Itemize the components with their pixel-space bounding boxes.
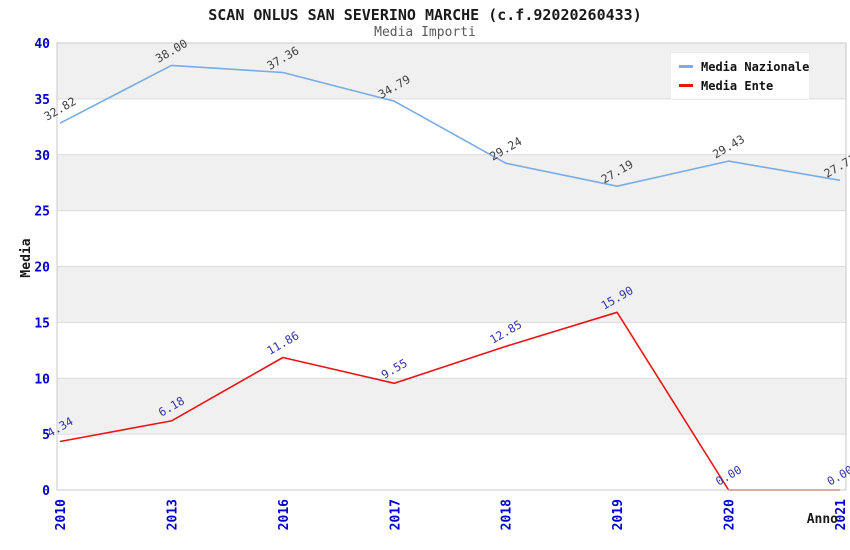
y-tick-label: 35 — [34, 93, 50, 108]
x-tick-label: 2020 — [723, 499, 738, 530]
legend: Media Nazionale Media Ente — [670, 52, 810, 100]
x-tick-label: 2016 — [277, 499, 292, 530]
y-tick-label: 20 — [34, 261, 50, 276]
legend-label: Media Ente — [701, 78, 774, 93]
media-nazionale-line-swatch — [679, 65, 693, 68]
x-axis-title: Anno — [807, 512, 838, 527]
x-tick-label: 2019 — [611, 499, 626, 530]
y-tick-label: 40 — [34, 37, 50, 52]
y-tick-label: 25 — [34, 205, 50, 220]
x-tick-label: 2018 — [500, 499, 515, 530]
value-label: 11.86 — [264, 328, 301, 357]
y-tick-label: 0 — [42, 484, 50, 499]
legend-item-media-nazionale: Media Nazionale — [679, 60, 809, 74]
y-axis-title: Media — [19, 238, 34, 277]
band — [57, 266, 846, 323]
legend-item-media-ente: Media Ente — [679, 79, 809, 93]
media-ente-line-swatch — [679, 84, 693, 87]
y-tick-label: 30 — [34, 149, 50, 164]
plot-border — [56, 42, 847, 491]
series-line-0 — [59, 64, 841, 187]
chart-subtitle: Media Importi — [374, 25, 476, 40]
series-line-1 — [59, 311, 840, 491]
y-tick-label: 5 — [42, 428, 50, 443]
band — [57, 378, 846, 435]
y-tick-label: 10 — [34, 372, 50, 387]
chart-title: SCAN ONLUS SAN SEVERINO MARCHE (c.f.9202… — [208, 6, 642, 24]
x-tick-label: 2013 — [165, 499, 180, 530]
x-tick-label: 2010 — [54, 499, 69, 530]
x-tick-label: 2017 — [388, 499, 403, 530]
y-tick-label: 15 — [34, 316, 50, 331]
value-label: 0.00 — [713, 463, 744, 489]
x-tick-label: 2021 — [834, 499, 849, 530]
band — [57, 154, 846, 211]
legend-label: Media Nazionale — [701, 59, 810, 74]
